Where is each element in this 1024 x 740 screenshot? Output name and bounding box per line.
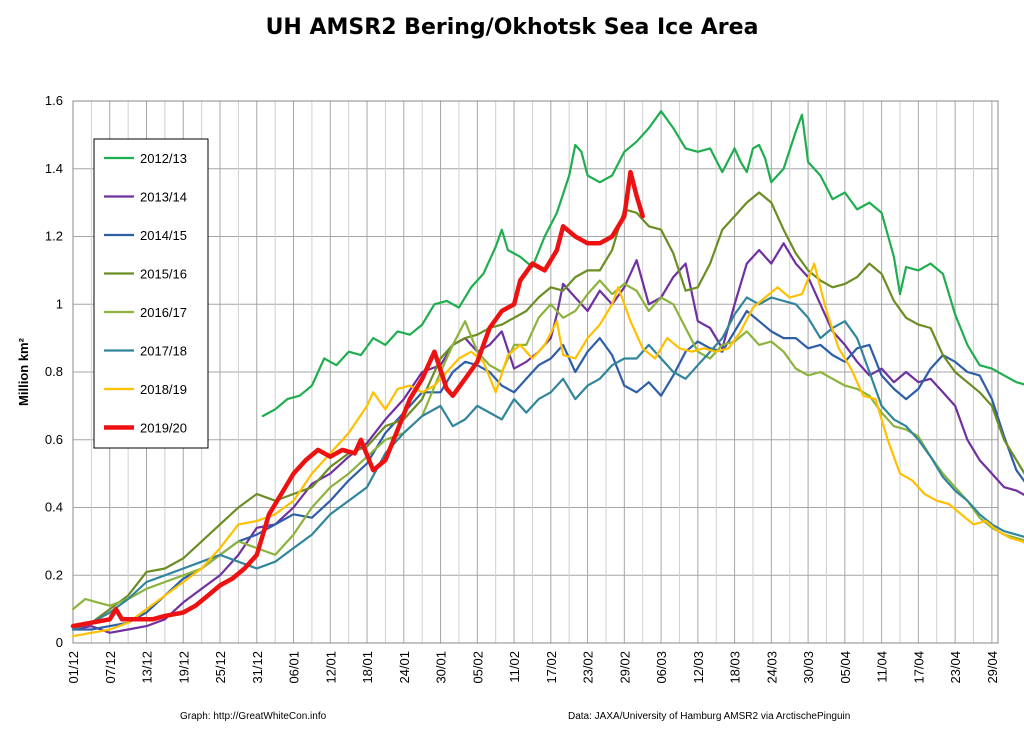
x-tick-label: 17/04 [911, 651, 926, 684]
x-tick-label: 24/03 [764, 651, 779, 684]
legend-label: 2015/16 [140, 267, 187, 282]
y-tick-label: 0.8 [45, 364, 63, 379]
legend-label: 2013/14 [140, 190, 187, 205]
x-tick-label: 12/03 [691, 651, 706, 684]
x-tick-label: 24/01 [397, 651, 412, 684]
x-tick-label: 19/12 [176, 651, 191, 684]
x-tick-label: 01/12 [66, 651, 81, 684]
x-tick-label: 12/01 [323, 651, 338, 684]
legend-label: 2017/18 [140, 344, 187, 359]
x-tick-label: 06/01 [287, 651, 302, 684]
legend-label: 2012/13 [140, 151, 187, 166]
x-tick-label: 18/01 [360, 651, 375, 684]
legend: 2012/13 2013/14 2014/15 2015/16 2016/17 2017/… [93, 138, 209, 449]
series-line-2019-20 [70, 169, 645, 629]
y-tick-label: 0 [56, 635, 63, 650]
x-tick-label: 11/02 [507, 651, 522, 683]
series-lines [70, 110, 1024, 638]
y-tick-label: 0.4 [45, 500, 63, 515]
series-line-2013-14 [71, 242, 1024, 634]
x-tick-label: 31/12 [250, 651, 265, 684]
y-tick-label: 1.4 [45, 161, 63, 176]
footer-credit-left: Graph: http://GreatWhiteCon.info [180, 711, 327, 722]
series-line-2014-15 [71, 309, 1024, 631]
legend-label: 2014/15 [140, 228, 187, 243]
y-tick-label: 1.2 [45, 229, 63, 244]
x-tick-label: 23/04 [948, 651, 963, 684]
y-tick-label: 0.6 [45, 432, 63, 447]
x-tick-label: 29/02 [617, 651, 632, 684]
y-axis-label: Million km² [16, 337, 31, 406]
series-line-2016-17 [71, 279, 1024, 611]
x-tick-label: 17/02 [544, 651, 559, 684]
y-tick-label: 1.6 [45, 93, 63, 108]
x-tick-label: 25/12 [213, 651, 228, 684]
legend-label: 2019/20 [140, 421, 187, 436]
x-tick-label: 18/03 [728, 651, 743, 684]
x-tick-label: 30/03 [801, 651, 816, 684]
y-tick-label: 1 [56, 296, 63, 311]
legend-box [93, 138, 209, 449]
footer-credit-right: Data: JAXA/University of Hamburg AMSR2 v… [568, 711, 850, 722]
x-tick-label: 30/01 [434, 651, 449, 684]
x-tick-label: 29/04 [985, 651, 1000, 684]
series-line-2017-18 [71, 296, 1024, 631]
x-tick-label: 11/04 [875, 651, 890, 683]
legend-label: 2016/17 [140, 305, 187, 320]
x-tick-label: 05/02 [470, 651, 485, 684]
x-tick-label: 23/02 [581, 651, 596, 684]
y-axis-ticks: 0 0.2 0.4 0.6 0.8 1 1.2 1.4 1.6 [45, 93, 63, 650]
x-tick-label: 05/04 [838, 651, 853, 684]
x-tick-label: 13/12 [140, 651, 155, 684]
series-line-2018-19 [71, 262, 1024, 638]
x-tick-label: 06/03 [654, 651, 669, 684]
y-tick-label: 0.2 [45, 567, 63, 582]
x-axis-ticks: 01/12 07/12 13/12 19/12 25/12 31/12 06/01 12/01… [66, 651, 1000, 684]
x-tick-label: 07/12 [103, 651, 118, 684]
series-line-2012-13 [261, 110, 1024, 418]
legend-label: 2018/19 [140, 382, 187, 397]
series-line-2015-16 [71, 191, 1024, 631]
chart-title: UH AMSR2 Bering/Okhotsk Sea Ice Area [266, 15, 759, 40]
